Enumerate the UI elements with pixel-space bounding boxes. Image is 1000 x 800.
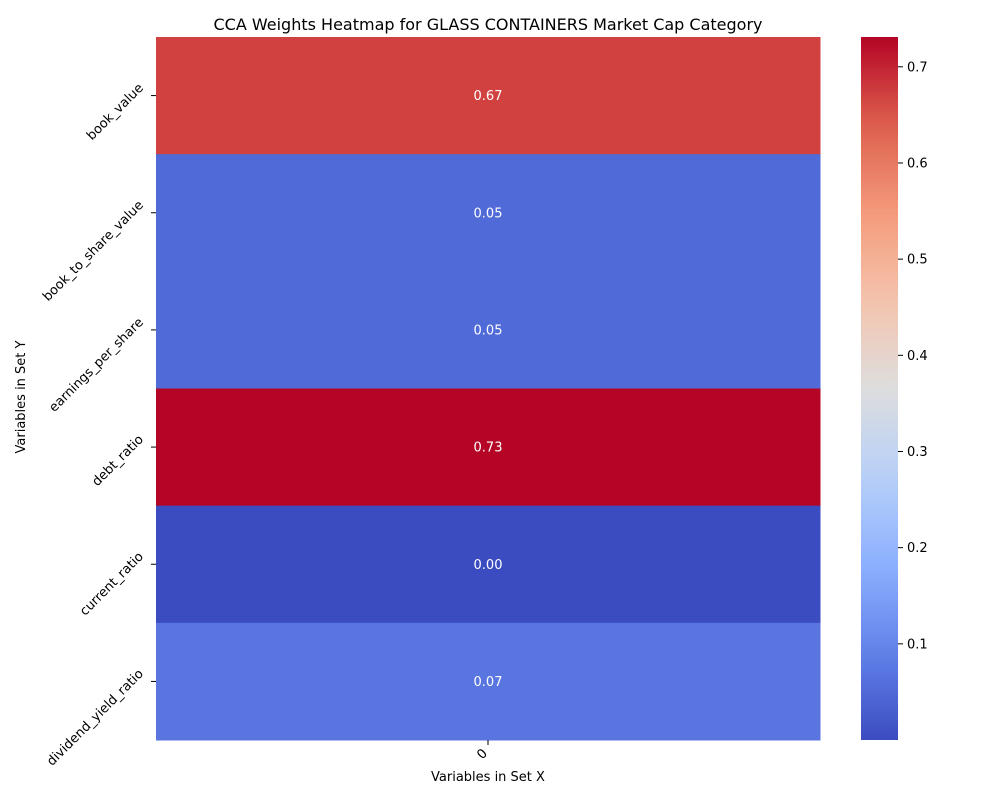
colorbar-tick-label: 0.2 (907, 541, 928, 556)
heatmap-cell (156, 388, 821, 507)
cell-value-label: 0.05 (474, 206, 503, 221)
x-axis: 0 (474, 740, 491, 763)
colorbar-tick-label: 0.1 (907, 637, 928, 652)
heatmap-cell (156, 622, 821, 741)
colorbar-tick-label: 0.7 (907, 60, 928, 75)
x-axis-label: Variables in Set X (431, 770, 545, 785)
colorbar-tick-label: 0.6 (907, 156, 928, 171)
colorbar-tick-label: 0.5 (907, 253, 928, 268)
heatmap-cell (156, 37, 821, 155)
colorbar-tick-label: 0.4 (907, 349, 928, 364)
cell-value-label: 0.67 (474, 89, 503, 104)
cell-value-label: 0.07 (474, 675, 503, 690)
y-tick-label: dividend_yield_ratio (44, 667, 147, 770)
y-tick-label: debt_ratio (89, 432, 146, 489)
heatmap-cell (156, 271, 821, 389)
cell-value-labels: 0.67 0.05 0.05 0.73 0.00 0.07 (474, 89, 503, 690)
y-tick-label: earnings_per_share (47, 315, 147, 415)
colorbar-ticks: 0.1 0.2 0.3 0.4 0.5 0.6 0.7 (898, 60, 928, 652)
colorbar (861, 37, 898, 740)
heatmap-cells (156, 37, 821, 741)
y-axis-label: Variables in Set Y (14, 340, 29, 453)
x-tick-label: 0 (474, 746, 490, 762)
y-axis: book_value book_to_share_valueearnings_pe… (40, 81, 156, 769)
y-tick-label: book_to_share_value (40, 198, 147, 305)
cell-value-label: 0.05 (474, 323, 503, 338)
y-tick-label: book_value (84, 81, 147, 144)
chart-title: CCA Weights Heatmap for GLASS CONTAINERS… (214, 15, 763, 34)
heatmap-cell (156, 505, 821, 624)
heatmap-cell (156, 154, 821, 272)
colorbar-tick-label: 0.3 (907, 445, 928, 460)
y-tick-label: current_ratio (77, 549, 147, 619)
cell-value-label: 0.00 (474, 558, 503, 573)
cell-value-label: 0.73 (474, 441, 503, 456)
